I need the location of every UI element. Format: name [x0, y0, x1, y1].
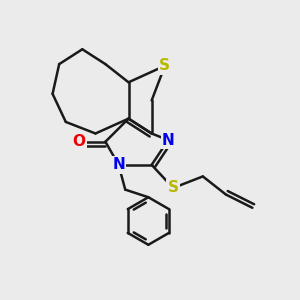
Text: S: S: [159, 58, 170, 73]
Text: N: N: [162, 133, 175, 148]
Text: O: O: [73, 134, 85, 149]
Text: N: N: [112, 158, 125, 172]
Text: S: S: [168, 181, 178, 196]
